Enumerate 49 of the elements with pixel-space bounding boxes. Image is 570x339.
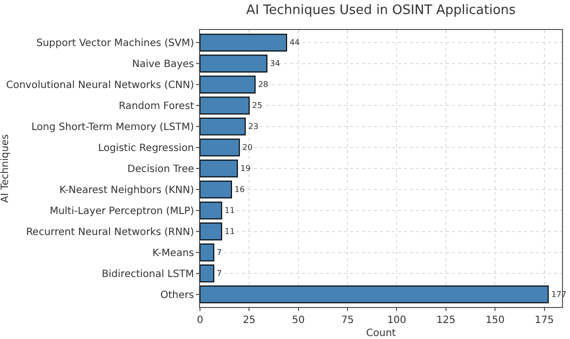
bar (200, 118, 246, 136)
y-tick-label: Support Vector Machines (SVM) (36, 38, 194, 50)
data-label: 7 (216, 248, 222, 257)
bar (200, 96, 250, 114)
chart-title: AI Techniques Used in OSINT Applications (246, 3, 516, 18)
y-tick-label: K-Means (152, 248, 194, 259)
y-tick-label: Recurrent Neural Networks (RNN) (26, 226, 194, 238)
x-axis-title: Count (366, 328, 396, 339)
x-tick-label: 175 (534, 315, 554, 326)
data-label: 25 (252, 101, 262, 110)
bar (200, 34, 288, 52)
bar (200, 286, 549, 304)
bar (200, 54, 268, 72)
bar (200, 222, 222, 240)
bar (200, 160, 238, 178)
data-label: 34 (270, 59, 280, 68)
x-tick-label: 100 (387, 315, 406, 326)
bar (200, 264, 214, 282)
y-axis-title: AI Techniques (0, 134, 11, 203)
data-label: 11 (224, 226, 235, 236)
y-tick-label: Others (160, 290, 194, 301)
bar (200, 76, 256, 94)
y-tick-label: Random Forest (118, 101, 194, 112)
data-label: 28 (258, 80, 268, 90)
data-label: 44 (290, 38, 300, 48)
y-tick-label: Multi-Layer Perceptron (MLP) (50, 206, 194, 217)
data-label: 23 (248, 122, 258, 132)
y-tick-label: Decision Tree (127, 164, 194, 175)
x-tick-label: 50 (292, 315, 305, 326)
y-tick-label: Logistic Regression (98, 143, 194, 154)
data-label: 20 (242, 143, 253, 152)
data-label: 16 (234, 184, 245, 194)
bar (200, 202, 222, 220)
y-tick-label: Convolutional Neural Networks (CNN) (6, 80, 194, 92)
x-tick-label: 0 (196, 315, 204, 326)
x-tick-label: 150 (486, 315, 505, 326)
x-tick-label: 125 (436, 315, 456, 326)
x-tick-label: 25 (242, 315, 256, 326)
bar (200, 138, 240, 156)
bar (200, 244, 214, 262)
y-tick-label: K-Nearest Neighbors (KNN) (59, 184, 194, 196)
data-label: 7 (216, 268, 222, 278)
x-tick-label: 75 (341, 315, 354, 326)
data-label: 19 (240, 164, 251, 173)
data-label: 11 (224, 206, 235, 215)
bar (200, 180, 232, 198)
y-tick-label: Long Short-Term Memory (LSTM) (31, 122, 194, 134)
y-tick-label: Naive Bayes (132, 59, 194, 70)
y-tick-label: Bidirectional LSTM (102, 268, 194, 280)
